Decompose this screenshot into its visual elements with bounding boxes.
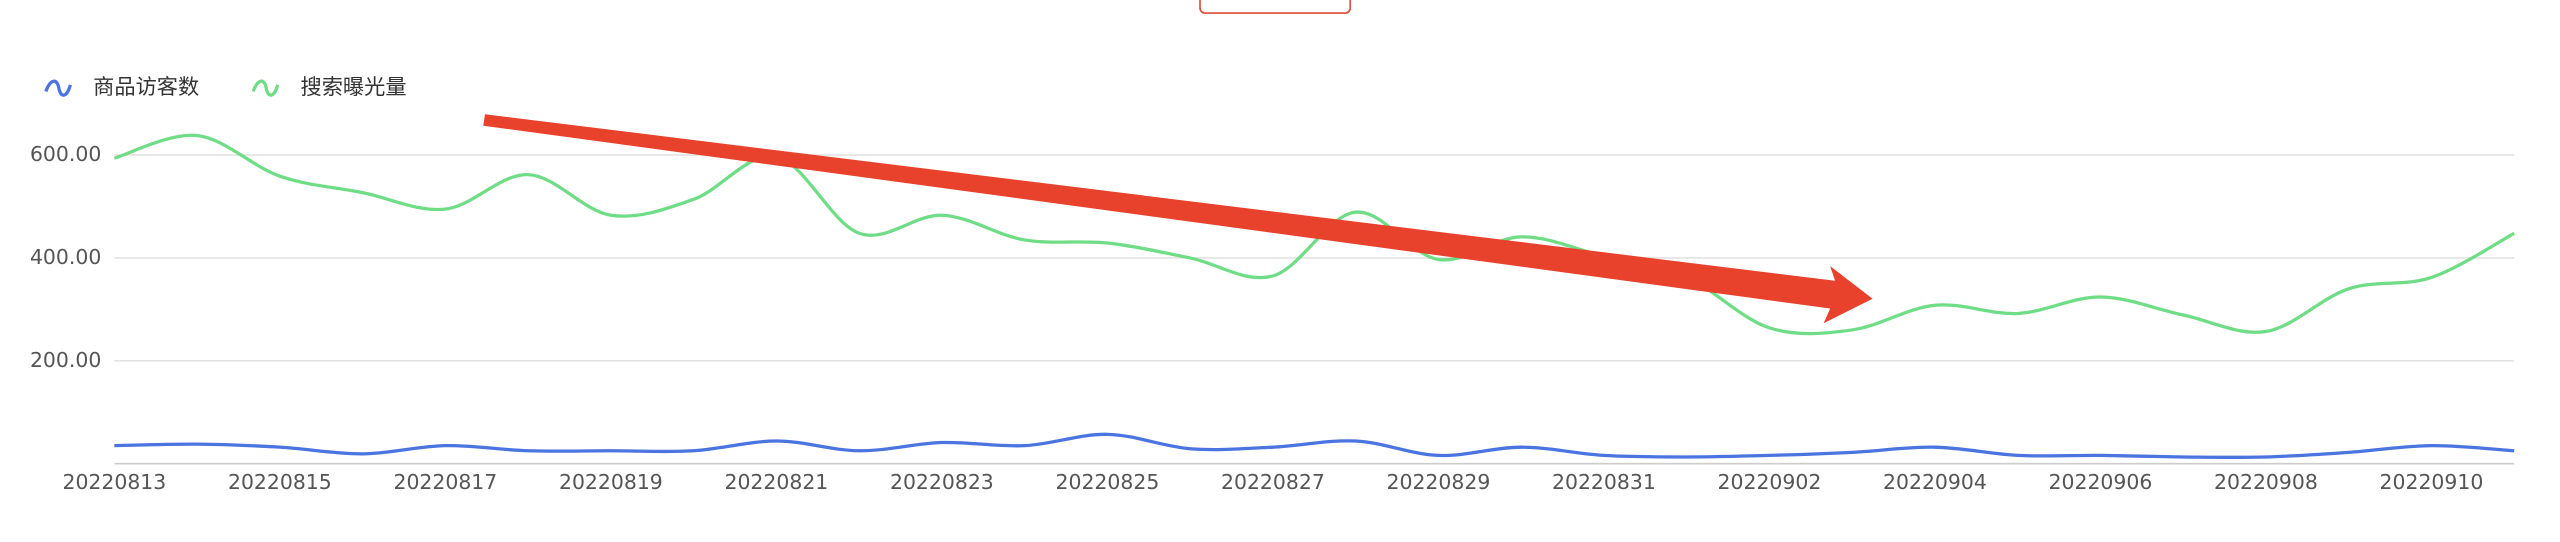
x-tick-label: 20220904 (1883, 470, 1987, 494)
x-tick-label: 20220819 (559, 470, 663, 494)
x-tick-label: 20220902 (1718, 470, 1822, 494)
legend-item[interactable]: 商品访客数 (44, 75, 199, 100)
x-tick-label: 20220821 (724, 470, 828, 494)
x-tick-label: 20220817 (393, 470, 497, 494)
x-tick-label: 20220829 (1387, 470, 1491, 494)
x-tick-label: 20220823 (890, 470, 994, 494)
x-tick-label: 20220827 (1221, 470, 1325, 494)
x-tick-label: 20220906 (2049, 470, 2153, 494)
x-tick-label: 20220813 (62, 470, 166, 494)
x-tick-label: 20220908 (2214, 470, 2318, 494)
top-button[interactable] (1199, 0, 1352, 14)
series-line (113, 133, 2515, 336)
series-line (114, 432, 2515, 459)
y-tick-label: 400.00 (30, 245, 101, 269)
x-tick-label: 20220815 (228, 470, 332, 494)
legend-text: 商品访客数 (93, 75, 199, 100)
legend-icon (251, 79, 280, 97)
legend-item[interactable]: 搜索曝光量 (251, 75, 407, 100)
y-tick-label: 600.00 (30, 142, 101, 166)
x-tick-label: 20220910 (2380, 470, 2484, 494)
legend-text: 搜索曝光量 (300, 75, 406, 100)
annotation-arrow (483, 114, 1873, 324)
x-tick-label: 20220831 (1552, 470, 1656, 494)
legend-icon (44, 79, 72, 97)
y-tick-label: 200.00 (30, 348, 101, 372)
x-tick-label: 20220825 (1056, 470, 1160, 494)
